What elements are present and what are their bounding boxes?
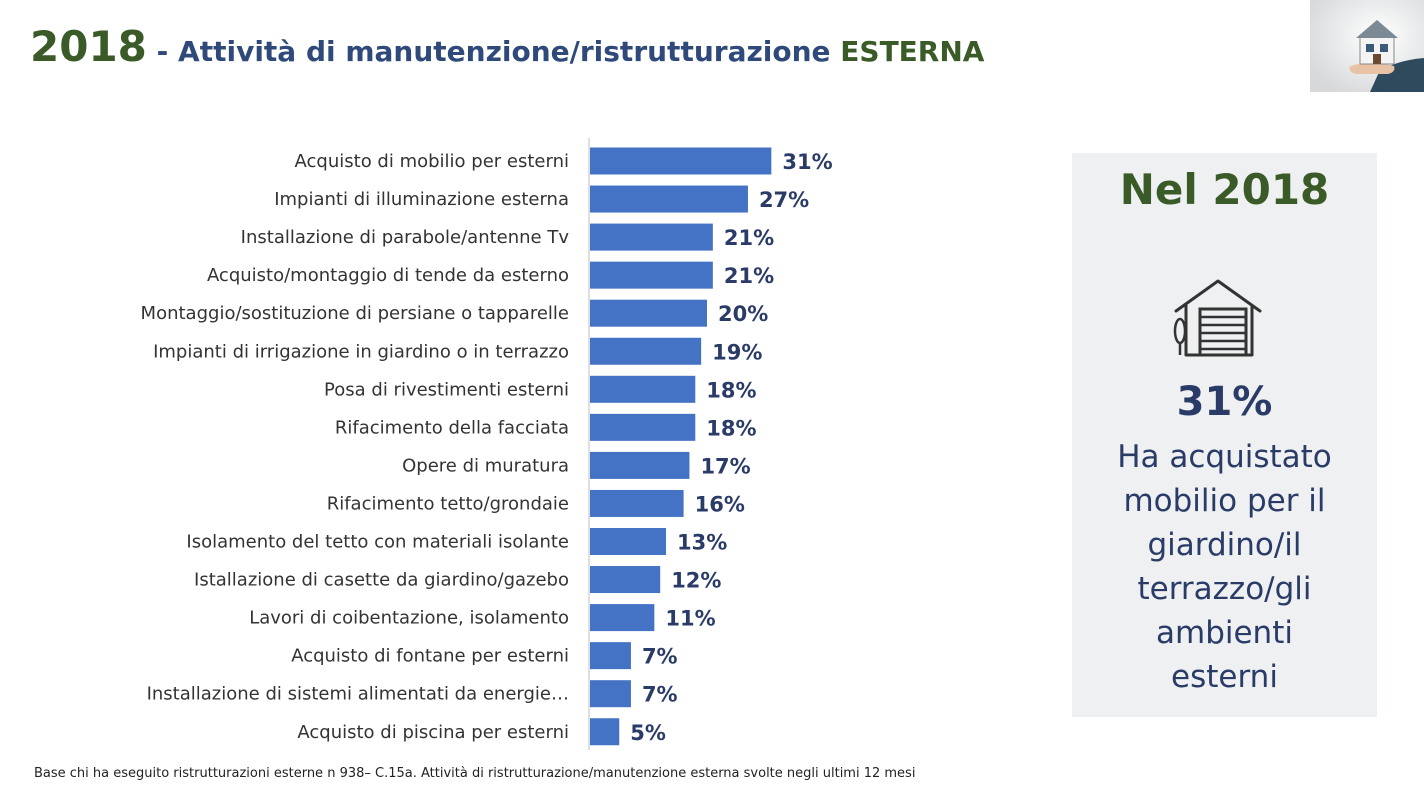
- value-label: 16%: [695, 492, 745, 516]
- bar: [590, 299, 707, 327]
- bar: [590, 147, 772, 175]
- house-in-hand-image: [1310, 0, 1424, 92]
- bar: [590, 185, 748, 213]
- value-label: 27%: [759, 188, 809, 212]
- category-label: Rifacimento della facciata: [335, 417, 569, 438]
- value-label: 7%: [642, 645, 678, 669]
- category-label: Impianti di illuminazione esterna: [274, 189, 569, 210]
- category-label: Acquisto di mobilio per esterni: [295, 151, 569, 172]
- bar: [590, 528, 667, 555]
- value-label: 21%: [724, 264, 774, 288]
- value-label: 20%: [718, 302, 768, 326]
- value-label: 13%: [677, 531, 727, 555]
- panel-text-line: terrazzo/gli: [1137, 571, 1312, 607]
- category-label: Istallazione di casette da giardino/gaze…: [194, 570, 569, 591]
- bar: [590, 375, 696, 403]
- value-label: 17%: [700, 454, 750, 478]
- bar: [590, 718, 620, 746]
- category-label: Lavori di coibentazione, isolamento: [249, 608, 569, 629]
- category-label: Installazione di sistemi alimentati da e…: [147, 684, 569, 705]
- panel-text-line: esterni: [1171, 659, 1278, 695]
- title-separator: -: [146, 35, 179, 68]
- value-label: 31%: [782, 150, 832, 174]
- category-label: Rifacimento tetto/grondaie: [327, 493, 569, 514]
- panel-title: Nel 2018: [1119, 165, 1330, 214]
- category-label: Posa di rivestimenti esterni: [324, 379, 569, 400]
- category-label: Acquisto di fontane per esterni: [291, 646, 569, 667]
- title-main: Attività di manutenzione/ristrutturazion…: [178, 35, 841, 68]
- value-label: 21%: [724, 226, 774, 250]
- value-label: 12%: [671, 569, 721, 593]
- panel-text-line: giardino/il: [1147, 527, 1302, 563]
- category-label: Opere di muratura: [402, 455, 569, 476]
- value-label: 11%: [665, 607, 715, 631]
- value-label: 7%: [642, 683, 678, 707]
- bar: [590, 261, 713, 289]
- value-label: 18%: [706, 416, 756, 440]
- bar: [590, 413, 696, 441]
- category-label: Acquisto/montaggio di tende da esterno: [207, 265, 569, 286]
- category-label: Acquisto di piscina per esterni: [297, 722, 569, 743]
- footnote: Base chi ha eseguito ristrutturazioni es…: [34, 766, 916, 781]
- bar: [590, 566, 661, 594]
- panel-text-line: ambienti: [1156, 615, 1293, 651]
- value-label: 19%: [712, 340, 762, 364]
- value-label: 18%: [706, 378, 756, 402]
- bar: [590, 604, 655, 632]
- title-year: 2018: [30, 22, 147, 71]
- panel-value: 31%: [1176, 379, 1273, 425]
- highlight-panel: Nel 2018 31% Ha acquistato mobilio per i…: [1072, 153, 1377, 717]
- bar: [590, 337, 702, 365]
- category-label: Installazione di parabole/antenne Tv: [241, 227, 570, 248]
- house-garage-icon: [1173, 279, 1262, 357]
- bar: [590, 489, 684, 517]
- category-label: Impianti di irrigazione in giardino o in…: [153, 341, 569, 362]
- panel-text-line: mobilio per il: [1123, 483, 1326, 519]
- bar: [590, 680, 631, 708]
- bar: [590, 642, 631, 670]
- title-accent: ESTERNA: [840, 35, 985, 68]
- bar: [590, 223, 713, 251]
- category-label: Isolamento del tetto con materiali isola…: [186, 532, 569, 553]
- bar: [590, 451, 690, 479]
- panel-text-line: Ha acquistato: [1117, 439, 1332, 475]
- value-label: 5%: [630, 721, 666, 745]
- panel-text: Ha acquistato mobilio per il giardino/il…: [1084, 435, 1365, 699]
- category-label: Montaggio/sostituzione di persiane o tap…: [141, 303, 569, 324]
- page-title: 2018 - Attività di manutenzione/ristrutt…: [30, 22, 984, 71]
- bar-chart: Acquisto di mobilio per esterni 31% Impian…: [141, 138, 833, 750]
